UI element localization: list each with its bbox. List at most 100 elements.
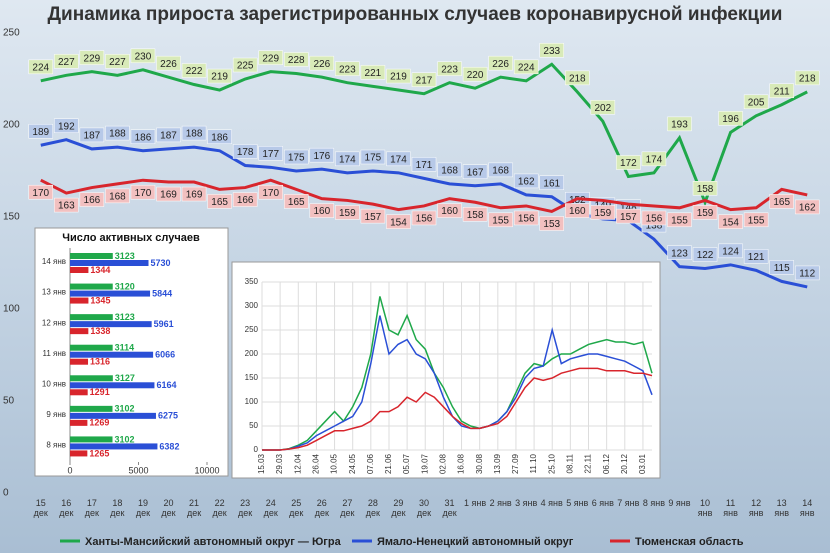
label-box	[616, 155, 641, 170]
x-tick-label: 11 янв	[723, 498, 738, 518]
x-tick-label: 18 дек	[110, 498, 125, 518]
data-label: 155	[492, 215, 509, 226]
label-box	[156, 55, 181, 71]
x-tick-label: 30 дек	[416, 498, 432, 518]
x-tick-label: 4 янв	[540, 498, 563, 508]
label-box	[616, 208, 641, 224]
data-label: 165	[773, 197, 790, 208]
x-tick-label: 07.06	[366, 453, 375, 474]
data-label: 172	[620, 158, 637, 169]
data-label: 3120	[115, 281, 135, 291]
x-tick-label: 12.04	[293, 453, 302, 474]
label-box	[411, 157, 437, 172]
label-box	[258, 50, 283, 65]
data-label: 178	[237, 147, 254, 158]
label-box	[743, 249, 769, 264]
y-tick-label: 200	[245, 349, 259, 358]
chart-title: Динамика прироста зарегистрированных слу…	[48, 4, 783, 25]
label-box	[488, 55, 513, 71]
data-label: 224	[518, 62, 535, 73]
label-box	[181, 63, 207, 78]
data-label: 124	[722, 246, 739, 257]
x-tick-label: 5000	[128, 465, 148, 475]
data-label: 168	[441, 166, 458, 177]
data-label: 123	[671, 248, 688, 259]
x-tick-label: 1 янв	[464, 498, 487, 508]
label-box	[411, 72, 437, 87]
data-label: 162	[518, 177, 535, 188]
data-label: 168	[492, 166, 509, 177]
x-tick-label: 23 дек	[238, 498, 253, 518]
data-label: 221	[365, 68, 382, 79]
data-label: 153	[543, 219, 560, 230]
bar	[70, 267, 89, 273]
data-label: 1344	[90, 265, 110, 275]
data-label: 157	[620, 212, 637, 223]
label-box	[54, 197, 79, 213]
data-label: 166	[84, 195, 101, 206]
x-tick-label: 3 янв	[515, 498, 538, 508]
data-label: 159	[697, 208, 714, 219]
y-tick-label: 150	[3, 212, 20, 223]
label-box	[156, 127, 181, 143]
x-tick-label: 2 янв	[489, 498, 512, 508]
y-tick-label: 0	[254, 445, 259, 454]
label-box	[692, 205, 718, 220]
y-tick-label: 8 янв	[46, 441, 66, 450]
data-label: 3123	[115, 312, 135, 322]
bar	[70, 260, 149, 266]
label-box	[284, 149, 309, 165]
label-box	[513, 59, 539, 75]
data-label: 3114	[115, 343, 135, 353]
x-tick-label: 02.08	[439, 453, 448, 474]
label-box	[794, 70, 820, 86]
data-label: 138	[646, 221, 663, 232]
bar	[70, 283, 113, 290]
bar	[70, 297, 89, 304]
bar	[70, 436, 113, 443]
data-label: 219	[211, 72, 228, 83]
label-box	[386, 214, 411, 229]
data-label: 226	[313, 59, 330, 70]
data-label: 223	[441, 64, 458, 75]
data-label: 177	[262, 149, 279, 160]
label-box	[488, 162, 513, 178]
data-label: 3123	[115, 251, 135, 261]
series-line	[262, 296, 653, 451]
y-tick-label: 150	[245, 373, 259, 382]
series-line	[40, 138, 808, 289]
x-tick-label: 10.05	[330, 453, 339, 474]
y-tick-label: 14 янв	[42, 257, 66, 266]
data-label: 158	[467, 210, 484, 221]
data-label: 1265	[89, 448, 109, 458]
data-label: 115	[774, 263, 790, 274]
data-label: 148	[620, 202, 637, 213]
x-tick-label: 26.04	[312, 453, 321, 474]
label-box	[488, 212, 513, 228]
x-tick-label: 28 дек	[365, 498, 380, 518]
label-box	[130, 48, 156, 64]
bar	[70, 405, 113, 412]
data-label: 170	[262, 188, 279, 199]
label-box	[309, 55, 335, 71]
bar	[70, 419, 88, 426]
data-label: 1316	[90, 357, 110, 367]
data-label: 175	[288, 153, 305, 164]
x-tick-label: 16.08	[457, 453, 466, 474]
data-label: 156	[416, 214, 433, 225]
label-box	[335, 205, 360, 220]
y-tick-label: 100	[245, 397, 259, 406]
data-label: 218	[799, 74, 816, 85]
x-tick-label: 0	[67, 465, 72, 475]
x-tick-label: 8 янв	[642, 498, 665, 508]
data-label: 170	[32, 188, 49, 199]
data-label: 3102	[114, 404, 134, 414]
label-box	[667, 212, 692, 228]
label-box	[156, 186, 181, 202]
y-tick-label: 300	[245, 301, 259, 310]
x-tick-label: 16 дек	[59, 498, 74, 518]
data-label: 152	[569, 195, 586, 206]
label-box	[232, 57, 258, 73]
data-label: 227	[109, 57, 126, 68]
data-label: 186	[135, 132, 152, 143]
